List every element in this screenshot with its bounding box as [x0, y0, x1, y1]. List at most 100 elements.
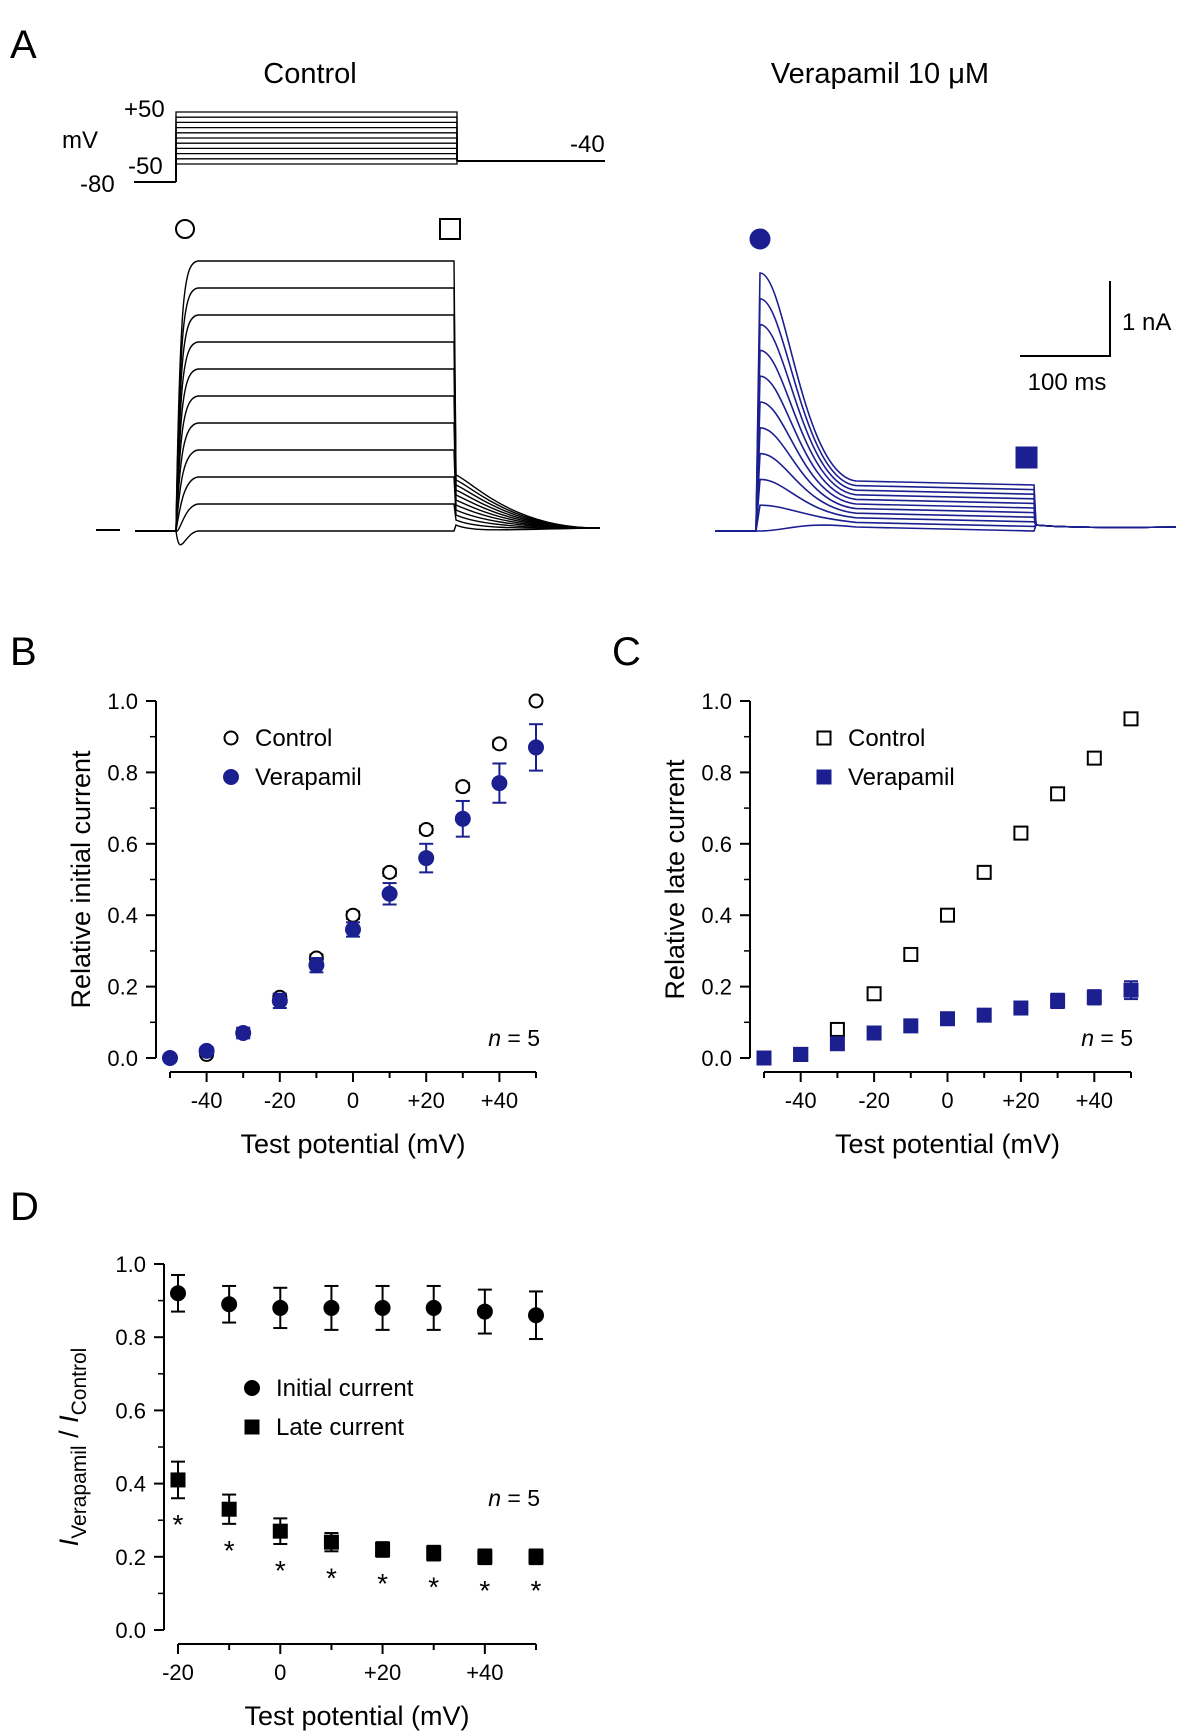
legend-label: Control [255, 725, 332, 752]
data-point [426, 1545, 442, 1561]
panel-c-chart: C 0.0 0.2 0.4 0.6 0.8 1.0 -40 -20 0 +20 +40 Test pot… [612, 630, 1139, 1159]
protocol-step-line [175, 126, 458, 182]
data-point [418, 822, 434, 838]
legend-label: Verapamil [255, 764, 362, 791]
panel-label: C [612, 630, 641, 674]
legend-label: Verapamil [848, 764, 955, 791]
voltage-protocol [134, 111, 605, 183]
y-tick-label: 1.0 [701, 689, 732, 714]
x-tick-label: +40 [1076, 1088, 1113, 1113]
protocol-tail-label: -40 [570, 131, 605, 158]
data-point [221, 1501, 237, 1517]
protocol-step-line [175, 137, 458, 182]
data-point [940, 1011, 955, 1027]
data-point [382, 864, 398, 880]
data-point [903, 1018, 919, 1034]
y-tick-label: 0.4 [701, 903, 732, 928]
data-point [528, 739, 544, 756]
legend-marker [816, 730, 832, 746]
y-tick-label: 0.2 [115, 1545, 146, 1570]
control-trace [135, 476, 601, 532]
data-point [756, 1050, 772, 1066]
y-tick-label: 0.0 [115, 1618, 146, 1643]
legend-label: Control [848, 725, 925, 752]
scale-bar-time-label: 100 ms [1028, 369, 1107, 396]
x-tick-label: +40 [466, 1660, 503, 1685]
y-axis-title: Relative initial current [66, 750, 96, 1009]
data-point [528, 1549, 544, 1565]
legend-marker [816, 769, 832, 785]
data-point [1086, 750, 1102, 766]
y-tick-label: 0.6 [107, 832, 138, 857]
data-point [976, 864, 992, 880]
x-axis-title: Test potential (mV) [244, 1701, 469, 1731]
scale-bar-current-label: 1 nA [1122, 309, 1171, 336]
significance-asterisk: * [224, 1535, 235, 1566]
data-point [866, 986, 882, 1002]
data-point [170, 1472, 186, 1488]
legend-marker [223, 769, 239, 785]
data-point [198, 1042, 215, 1059]
data-point [528, 693, 544, 709]
protocol-step-line [175, 116, 458, 182]
significance-asterisk: * [377, 1568, 388, 1599]
data-point [528, 1307, 544, 1324]
protocol-step-line [175, 158, 458, 182]
data-point [1013, 825, 1029, 841]
data-point [345, 921, 361, 938]
data-point [976, 1007, 992, 1023]
y-tick-label: 0.6 [115, 1398, 146, 1423]
y-tick-label: 0.6 [701, 832, 732, 857]
x-tick-label: 0 [274, 1660, 286, 1685]
data-point [903, 946, 919, 962]
panel-a: A Control Verapamil 10 μM mV +50 -50 -80… [10, 23, 1177, 546]
data-point [221, 1296, 238, 1313]
panel-d-chart: D 0.0 0.2 0.4 0.6 0.8 1.0 -20 0 +20 +40 Test potent… [10, 1185, 544, 1731]
significance-asterisk: * [428, 1571, 439, 1602]
panel-b-chart: B 0.0 0.2 0.4 0.6 0.8 1.0 -40 -20 0 +20 +40 Test pot… [10, 630, 544, 1159]
sample-size-annotation: n = 5 [1081, 1025, 1133, 1051]
protocol-step-line [175, 161, 458, 182]
panel-a-label: A [10, 23, 37, 67]
y-tick-label: 1.0 [107, 689, 138, 714]
control-trace [135, 503, 601, 532]
data-point [162, 1050, 178, 1066]
x-tick-label: +20 [408, 1088, 445, 1113]
data-point [829, 1036, 845, 1052]
x-tick-label: -20 [264, 1088, 296, 1113]
significance-asterisk: * [326, 1562, 337, 1593]
significance-asterisk: * [275, 1555, 286, 1586]
x-tick-label: -20 [162, 1660, 194, 1685]
sample-size-annotation: n = 5 [488, 1025, 540, 1051]
legend-marker [244, 1380, 260, 1396]
x-tick-label: +20 [1002, 1088, 1039, 1113]
data-point [374, 1299, 391, 1316]
data-point [940, 907, 955, 923]
legend-marker [244, 1419, 260, 1435]
scale-bar [1020, 281, 1111, 357]
data-point [866, 1025, 882, 1041]
significance-asterisk: * [173, 1509, 184, 1540]
verapamil-title: Verapamil 10 μM [771, 58, 989, 90]
data-point [454, 810, 471, 827]
data-point [829, 1021, 845, 1037]
legend-label: Initial current [276, 1375, 414, 1402]
protocol-step-line [175, 121, 458, 182]
data-point [323, 1534, 339, 1550]
y-tick-label: 0.0 [107, 1046, 138, 1071]
control-trace [135, 395, 601, 532]
protocol-top-label: +50 [124, 96, 165, 123]
legend-marker [223, 730, 239, 746]
data-point [1123, 711, 1139, 727]
control-title: Control [263, 58, 357, 90]
data-point [271, 992, 288, 1009]
y-tick-label: 0.2 [701, 975, 732, 1000]
data-point [308, 957, 325, 974]
control-trace [135, 524, 601, 546]
y-tick-label: 0.2 [107, 975, 138, 1000]
panel-label: D [10, 1185, 39, 1229]
x-tick-label: 0 [941, 1088, 953, 1113]
x-tick-label: -40 [785, 1088, 817, 1113]
control-trace [135, 341, 601, 532]
data-point [477, 1549, 493, 1565]
